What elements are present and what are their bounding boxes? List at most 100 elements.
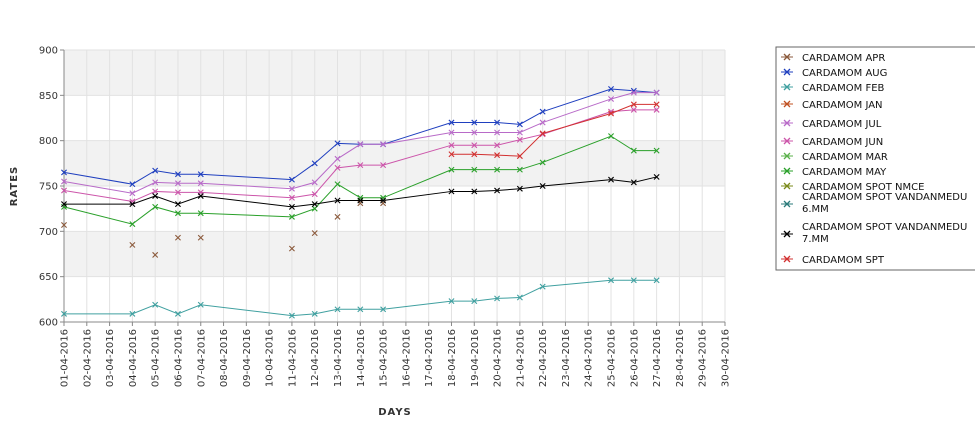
data-point-marker: [516, 166, 523, 173]
y-tick-label: 750: [39, 182, 58, 193]
data-point-marker: [448, 188, 455, 195]
data-point-marker: [539, 108, 546, 115]
data-point-marker: [129, 221, 136, 228]
data-point-marker: [516, 136, 523, 143]
data-point-marker: [380, 197, 387, 204]
data-point-marker: [174, 180, 181, 187]
data-point-marker: [334, 213, 341, 220]
data-point-marker: [448, 166, 455, 173]
data-point-marker: [653, 101, 660, 108]
data-point-marker: [516, 129, 523, 136]
legend-item: CARDAMOM MAY: [781, 167, 887, 178]
data-point-marker: [471, 188, 478, 195]
data-point-marker: [152, 301, 159, 308]
data-point-marker: [129, 190, 136, 197]
data-point-marker: [539, 159, 546, 166]
data-point-marker: [608, 277, 615, 284]
data-point-marker: [311, 310, 318, 317]
data-point-marker: [653, 106, 660, 113]
data-point-marker: [334, 197, 341, 204]
data-point-marker: [471, 119, 478, 126]
data-point-marker: [516, 121, 523, 128]
data-point-marker: [61, 187, 67, 194]
data-point-marker: [380, 306, 387, 313]
data-point-marker: [334, 155, 341, 162]
data-point-marker: [61, 310, 67, 317]
data-point-marker: [516, 185, 523, 192]
plot-band: [64, 276, 725, 322]
data-point-marker: [380, 162, 387, 169]
data-point-marker: [61, 169, 67, 176]
x-tick-label: 01-04-2016: [60, 329, 71, 387]
data-point-marker: [357, 306, 364, 313]
series-group: [448, 101, 660, 160]
data-point-marker: [197, 171, 204, 178]
series-group: [61, 133, 660, 228]
data-point-marker: [630, 147, 637, 154]
series-group: [61, 277, 660, 319]
data-point-marker: [471, 166, 478, 173]
data-point-marker: [380, 141, 387, 148]
data-point-marker: [608, 95, 615, 102]
legend-label: CARDAMOM JUN: [802, 137, 883, 148]
data-point-marker: [539, 183, 546, 189]
data-point-marker: [129, 310, 136, 317]
data-point-marker: [334, 306, 341, 313]
plot-band: [64, 95, 725, 141]
data-point-marker: [539, 283, 546, 290]
x-tick-label: 13-04-2016: [333, 329, 344, 387]
data-point-marker: [448, 129, 455, 136]
legend-label-line2: 7.MM: [802, 234, 829, 245]
data-point-marker: [197, 301, 204, 308]
legend-label: CARDAMOM AUG: [802, 68, 887, 79]
data-point-marker: [494, 129, 501, 136]
data-point-marker: [357, 162, 364, 169]
legend-item: CARDAMOM AUG: [781, 68, 887, 79]
data-point-marker: [174, 234, 181, 241]
data-point-marker: [197, 234, 204, 241]
data-point-marker: [653, 147, 660, 154]
x-tick-label: 18-04-2016: [447, 329, 458, 387]
legend-item: CARDAMOM JUN: [781, 137, 883, 148]
series-line: [451, 103, 657, 157]
data-point-marker: [311, 230, 318, 237]
data-point-marker: [152, 188, 159, 195]
x-tick-label: 25-04-2016: [607, 329, 618, 387]
data-point-marker: [288, 203, 295, 210]
legend-label: CARDAMOM APR: [802, 53, 885, 64]
x-tick-label: 21-04-2016: [515, 329, 526, 387]
legend-item: CARDAMOM JUL: [781, 119, 882, 130]
data-point-marker: [630, 101, 637, 108]
x-tick-label: 05-04-2016: [151, 329, 162, 387]
legend-label: CARDAMOM SPOT VANDANMEDU: [802, 222, 967, 233]
data-point-marker: [197, 192, 204, 199]
legend: CARDAMOM APR CARDAMOM AUG CARDAMOM FEB CARD…: [775, 46, 975, 271]
data-point-marker: [152, 251, 159, 258]
data-point-marker: [516, 294, 523, 301]
x-tick-label: 16-04-2016: [401, 329, 412, 387]
legend-item: CARDAMOM APR: [781, 53, 885, 64]
data-point-marker: [311, 191, 318, 198]
series-line: [63, 135, 657, 225]
series-line: [64, 176, 657, 208]
data-point-marker: [471, 298, 478, 305]
data-point-marker: [288, 194, 295, 201]
data-point-marker: [311, 205, 318, 212]
x-tick-label: 20-04-2016: [493, 329, 504, 387]
data-point-marker: [61, 178, 67, 185]
data-point-marker: [288, 312, 295, 319]
y-tick-label: 700: [39, 227, 58, 238]
data-point-marker: [152, 192, 159, 199]
series-line: [64, 279, 657, 317]
x-tick-label: 14-04-2016: [356, 329, 367, 387]
x-tick-label: 17-04-2016: [424, 329, 435, 387]
data-point-marker: [448, 298, 455, 305]
axes: 600 650 700 750 800 850 900 01-04-2016 02-04-201…: [39, 46, 732, 388]
x-tick-label: 10-04-2016: [265, 329, 276, 387]
x-tick-label: 04-04-2016: [128, 329, 139, 387]
data-point-marker: [471, 129, 478, 136]
data-point-marker: [471, 151, 478, 158]
data-point-marker: [288, 245, 295, 252]
